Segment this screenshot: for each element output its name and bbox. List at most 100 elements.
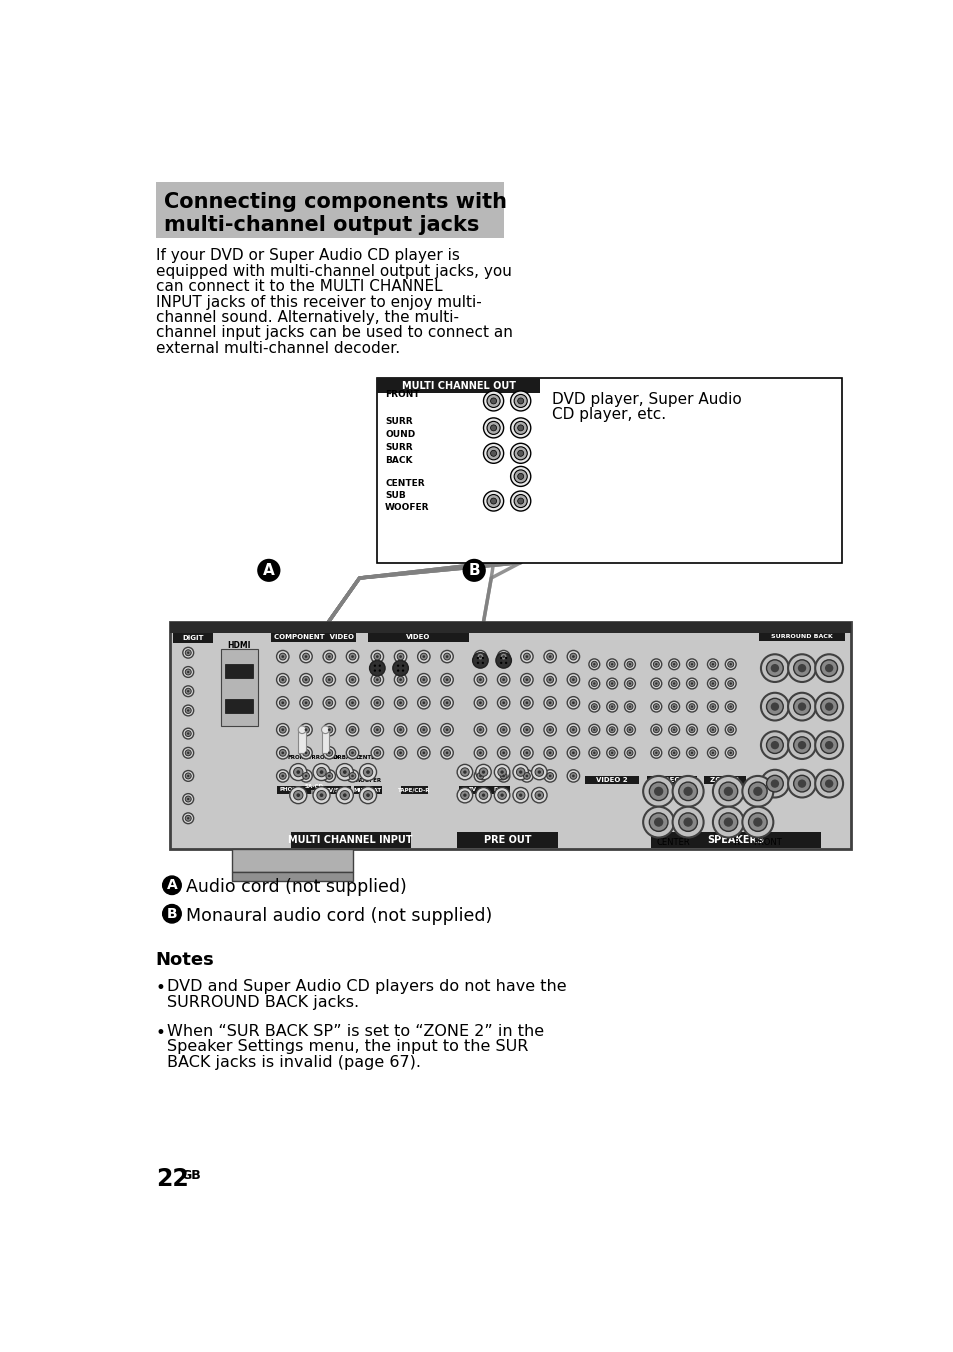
Circle shape [654, 818, 662, 827]
Bar [225, 664, 253, 679]
Circle shape [655, 683, 657, 684]
Circle shape [359, 787, 376, 803]
Circle shape [490, 397, 497, 404]
Circle shape [276, 723, 289, 735]
Circle shape [478, 702, 481, 704]
Text: channel input jacks can be used to connect an: channel input jacks can be used to conne… [155, 326, 512, 341]
Circle shape [707, 725, 718, 735]
Circle shape [567, 746, 579, 758]
Circle shape [478, 768, 487, 776]
Circle shape [793, 660, 809, 676]
Circle shape [770, 780, 779, 788]
Circle shape [609, 703, 615, 710]
Circle shape [276, 650, 289, 662]
Circle shape [299, 769, 312, 781]
Circle shape [523, 676, 530, 683]
Circle shape [499, 657, 502, 660]
Circle shape [513, 787, 528, 803]
Circle shape [672, 807, 703, 837]
Bar [584, 776, 639, 784]
Text: SURROUND BACK: SURROUND BACK [770, 634, 832, 639]
Circle shape [569, 772, 577, 779]
Circle shape [569, 726, 577, 733]
Circle shape [445, 752, 448, 754]
Circle shape [569, 749, 577, 756]
Circle shape [374, 749, 380, 756]
Text: SPEAKERS: SPEAKERS [707, 834, 764, 845]
Circle shape [445, 729, 448, 731]
Circle shape [290, 764, 307, 780]
Text: Notes: Notes [155, 952, 214, 969]
Circle shape [567, 723, 579, 735]
Circle shape [707, 748, 718, 758]
Circle shape [591, 750, 597, 756]
Circle shape [401, 665, 404, 667]
Circle shape [443, 676, 450, 683]
Circle shape [671, 750, 677, 756]
Circle shape [276, 746, 289, 758]
Circle shape [525, 729, 528, 731]
Circle shape [187, 817, 190, 819]
Circle shape [628, 752, 631, 754]
Circle shape [294, 768, 303, 777]
Circle shape [820, 775, 837, 792]
Circle shape [668, 748, 679, 758]
Circle shape [610, 706, 613, 708]
Text: DIGIT: DIGIT [182, 635, 203, 641]
Circle shape [478, 791, 487, 799]
Circle shape [712, 776, 743, 807]
Circle shape [183, 667, 193, 677]
Circle shape [363, 768, 373, 777]
Text: R: R [517, 395, 523, 404]
Circle shape [741, 776, 773, 807]
Circle shape [711, 706, 714, 708]
Circle shape [653, 661, 659, 668]
Circle shape [499, 653, 507, 660]
Text: CENTER: CENTER [385, 479, 424, 488]
Circle shape [686, 658, 697, 669]
Circle shape [543, 696, 556, 708]
Circle shape [183, 729, 193, 740]
Circle shape [323, 696, 335, 708]
Circle shape [304, 729, 307, 731]
Circle shape [499, 772, 507, 779]
Circle shape [487, 446, 499, 460]
Bar [456, 831, 558, 848]
Circle shape [567, 673, 579, 685]
Circle shape [422, 702, 425, 704]
Circle shape [481, 794, 485, 796]
Circle shape [655, 752, 657, 754]
Circle shape [548, 752, 551, 754]
Circle shape [765, 660, 782, 676]
Circle shape [765, 737, 782, 753]
Circle shape [824, 741, 833, 749]
Circle shape [476, 772, 483, 779]
Circle shape [396, 665, 399, 667]
Circle shape [299, 723, 312, 735]
Text: GB: GB [181, 1168, 201, 1182]
Circle shape [688, 661, 694, 668]
Circle shape [326, 699, 333, 706]
Circle shape [724, 702, 736, 713]
Circle shape [276, 673, 289, 685]
Circle shape [523, 772, 530, 779]
Circle shape [371, 696, 383, 708]
Circle shape [760, 731, 788, 758]
Circle shape [711, 729, 714, 731]
Circle shape [765, 775, 782, 792]
Circle shape [342, 771, 346, 773]
Circle shape [628, 662, 631, 665]
Circle shape [653, 727, 659, 733]
Circle shape [653, 750, 659, 756]
Circle shape [304, 775, 307, 777]
Circle shape [591, 680, 597, 687]
Circle shape [688, 680, 694, 687]
Circle shape [531, 764, 546, 780]
Circle shape [279, 676, 286, 683]
Circle shape [497, 769, 509, 781]
Circle shape [279, 653, 286, 660]
Circle shape [490, 425, 497, 431]
Circle shape [668, 702, 679, 713]
Circle shape [686, 702, 697, 713]
Bar [650, 831, 821, 848]
